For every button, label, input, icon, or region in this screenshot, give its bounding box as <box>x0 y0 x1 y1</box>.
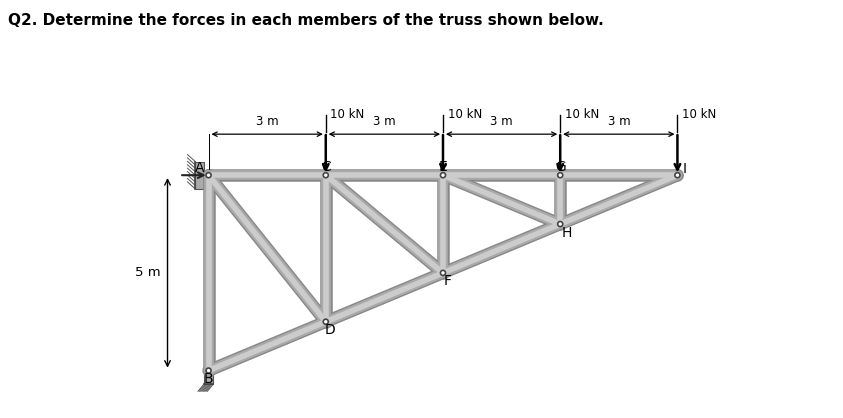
Text: 10 kN: 10 kN <box>448 108 482 121</box>
Text: 3 m: 3 m <box>373 115 395 127</box>
Text: H: H <box>562 226 572 240</box>
Bar <box>204 364 213 384</box>
Text: E: E <box>438 161 448 174</box>
Text: 5 m: 5 m <box>135 266 161 279</box>
Text: F: F <box>443 275 452 288</box>
Circle shape <box>206 368 211 373</box>
Text: A: A <box>196 161 205 175</box>
Circle shape <box>440 173 446 178</box>
Text: I: I <box>683 162 686 176</box>
Circle shape <box>440 270 446 275</box>
Text: 3 m: 3 m <box>491 115 513 127</box>
Bar <box>196 161 204 189</box>
Text: 3 m: 3 m <box>255 115 278 127</box>
Text: G: G <box>555 161 566 174</box>
Circle shape <box>558 173 563 178</box>
Circle shape <box>675 173 680 178</box>
Text: Q2. Determine the forces in each members of the truss shown below.: Q2. Determine the forces in each members… <box>8 13 604 28</box>
Text: C: C <box>321 161 330 174</box>
Text: 10 kN: 10 kN <box>682 108 717 121</box>
Text: 10 kN: 10 kN <box>565 108 599 121</box>
Text: 10 kN: 10 kN <box>330 108 365 121</box>
Circle shape <box>323 173 328 178</box>
Text: D: D <box>325 323 336 337</box>
Text: B: B <box>204 372 213 386</box>
Circle shape <box>323 319 328 324</box>
Circle shape <box>558 222 563 227</box>
Text: 3 m: 3 m <box>608 115 630 127</box>
Circle shape <box>206 173 211 178</box>
